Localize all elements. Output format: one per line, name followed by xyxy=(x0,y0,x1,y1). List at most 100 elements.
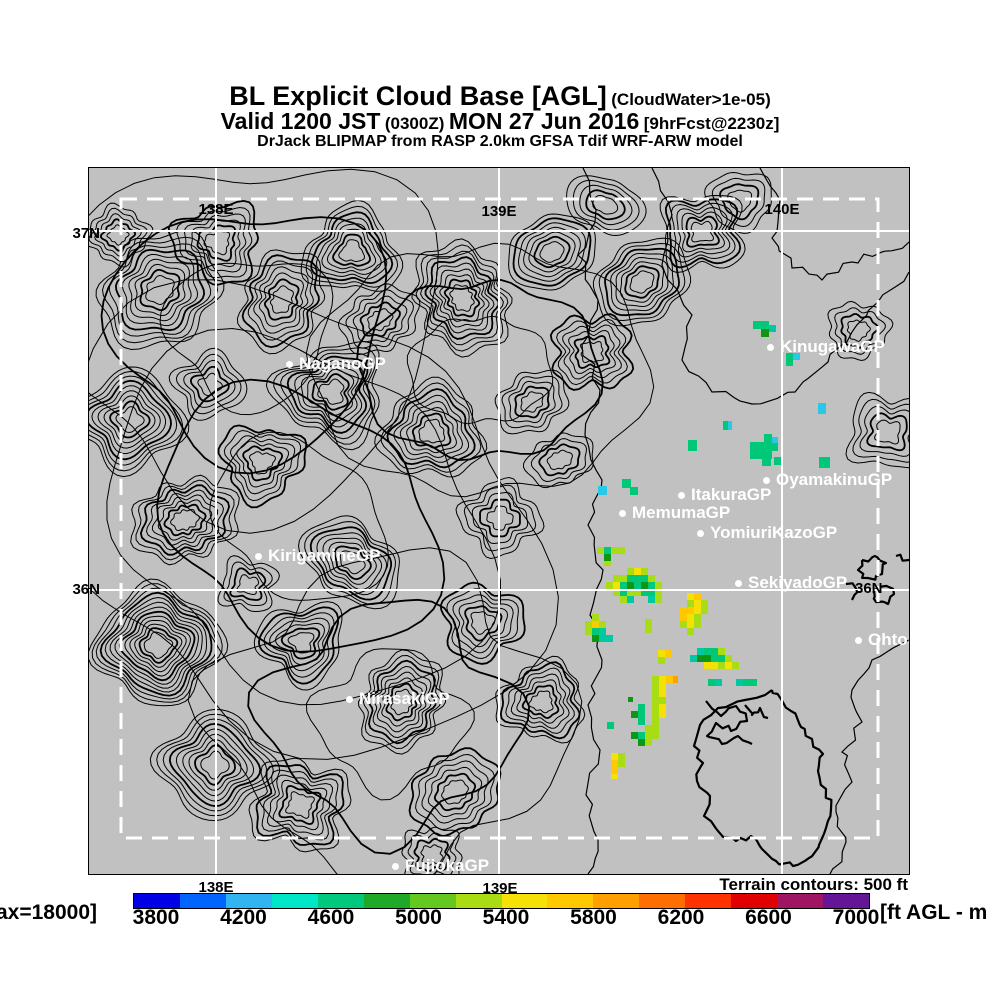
site-marker-dot xyxy=(392,862,399,870)
terrain-contour xyxy=(530,438,588,483)
site-memumagp: MemumaGP xyxy=(619,503,730,523)
cloud-base-cell xyxy=(652,725,659,732)
terrain-contour xyxy=(443,278,481,318)
terrain-contour xyxy=(275,622,326,666)
terrain-contour xyxy=(97,390,161,449)
cloud-base-cell xyxy=(585,628,592,635)
cloud-base-cell xyxy=(613,582,620,589)
colorbar-segment xyxy=(777,894,824,908)
coastline xyxy=(872,584,896,606)
cloud-base-cell xyxy=(618,547,625,554)
cloud-base-cell xyxy=(665,650,672,657)
terrain-contour xyxy=(413,837,451,873)
terrain-contour xyxy=(151,494,219,546)
terrain-contour xyxy=(138,627,179,664)
cloud-base-cell xyxy=(641,582,648,589)
cloud-base-cell xyxy=(598,486,607,495)
terrain-contour xyxy=(499,661,581,740)
terrain-contour xyxy=(189,366,230,403)
site-fujiokagp: FujiokaGP xyxy=(392,856,489,874)
cloud-base-cell xyxy=(634,568,641,575)
terrain-contour xyxy=(108,243,212,337)
terrain-contour xyxy=(573,334,611,370)
terrain-contour xyxy=(106,327,502,706)
domain-boundary-dashed-frame xyxy=(119,197,880,840)
site-oyamakinugp: OyamakinuGP xyxy=(763,470,892,490)
terrain-contour xyxy=(516,679,565,724)
terrain-contour xyxy=(190,219,241,268)
cloud-base-cell xyxy=(680,621,687,628)
colorbar-segment xyxy=(271,894,318,908)
terrain-contour xyxy=(333,545,372,581)
colorbar-segment xyxy=(731,894,778,908)
terrain-contour xyxy=(285,791,315,819)
cloud-base-cell xyxy=(592,614,599,621)
colorbar-tick-label: 5000 xyxy=(395,906,442,929)
cloud-base-cell xyxy=(652,732,659,739)
site-naganogp: NaganoGP xyxy=(286,354,386,374)
terrain-contour xyxy=(386,388,476,469)
terrain-contour xyxy=(458,600,509,648)
terrain-contour xyxy=(99,218,137,252)
terrain-contour xyxy=(300,199,404,292)
lon-label-139e-top: 139E xyxy=(481,203,517,220)
terrain-contour xyxy=(846,319,871,342)
terrain-contour xyxy=(512,217,592,287)
cloud-base-cell xyxy=(659,676,666,683)
terrain-contour xyxy=(514,385,550,419)
map-canvas xyxy=(89,168,909,874)
site-label: ItakuraGP xyxy=(691,485,772,504)
terrain-contour xyxy=(109,601,203,689)
cloud-base-cell xyxy=(701,607,708,614)
cloud-base-cell xyxy=(631,732,638,739)
cloud-base-cell xyxy=(732,662,739,669)
terrain-contour xyxy=(255,764,345,846)
terrain-contour xyxy=(114,606,200,685)
terrain-contour-line xyxy=(651,168,909,405)
cloud-base-cell xyxy=(592,628,599,635)
cloud-base-cell xyxy=(634,582,641,589)
lon-label-140e-top: 140E xyxy=(764,201,800,218)
terrain-contour xyxy=(610,252,674,312)
terrain-contour xyxy=(407,832,457,874)
terrain-contour xyxy=(89,578,229,707)
cloud-base-cell xyxy=(704,648,711,655)
title-qualifier: (CloudWater>1e-05) xyxy=(611,90,771,109)
cloud-base-cell xyxy=(701,600,708,607)
terrain-contour xyxy=(376,671,428,733)
terrain-contour xyxy=(411,412,452,449)
terrain-contour xyxy=(103,395,156,444)
cloud-base-cell xyxy=(704,662,711,669)
terrain-contour xyxy=(170,508,200,532)
cloud-base-cell xyxy=(611,753,618,760)
cloud-base-cell xyxy=(715,679,722,686)
terrain-contour xyxy=(253,266,309,334)
cloud-base-cell xyxy=(641,589,648,596)
terrain-contour xyxy=(196,224,237,262)
terrain-contour xyxy=(494,369,570,435)
forecast-tag: [9hrFcst@2230z] xyxy=(643,114,780,134)
terrain-contour xyxy=(859,406,909,457)
terrain-contour xyxy=(300,364,360,422)
cloud-base-cell xyxy=(634,589,641,596)
cloud-base-cell xyxy=(786,353,793,360)
terrain-contour xyxy=(114,248,206,332)
terrain-contour xyxy=(522,432,594,489)
terrain-contour xyxy=(229,567,267,601)
cloud-base-cell xyxy=(680,614,687,621)
terrain-contour xyxy=(372,665,432,739)
colorbar-segment xyxy=(409,894,456,908)
terrain-contour xyxy=(566,175,647,237)
cloud-base-cell xyxy=(652,683,659,690)
terrain-contour xyxy=(338,239,366,262)
cloud-base-cell xyxy=(659,683,666,690)
site-marker-dot xyxy=(735,579,742,587)
terrain-contour xyxy=(223,561,273,606)
terrain-contour xyxy=(310,211,394,285)
terrain-contour xyxy=(286,355,369,434)
cloud-base-cell xyxy=(645,619,652,633)
terrain-contour xyxy=(176,206,253,279)
terrain-contour xyxy=(139,484,231,556)
terrain-contour xyxy=(411,238,513,358)
terrain-contour xyxy=(162,718,268,812)
